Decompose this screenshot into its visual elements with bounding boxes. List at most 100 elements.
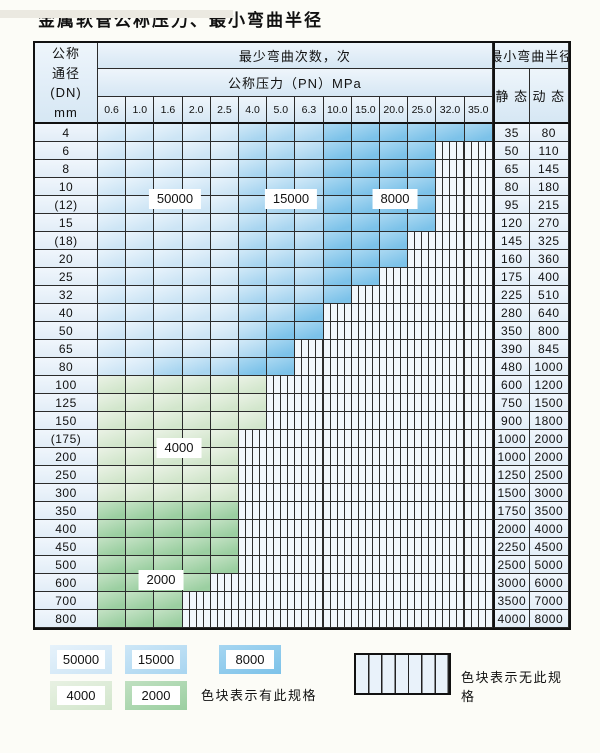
grid-cell (239, 376, 268, 394)
grid-cell (436, 466, 465, 484)
grid-cell (351, 394, 380, 412)
grid-cell (267, 340, 296, 358)
grid-cell (210, 538, 239, 556)
grid-cell (98, 484, 127, 502)
grid-cell (98, 448, 127, 466)
dn-cell: 50 (35, 322, 98, 340)
grid-cell (295, 466, 324, 484)
grid-cell (351, 250, 380, 268)
grid-cell (154, 376, 183, 394)
grid-cell (239, 358, 268, 376)
grid-cell (408, 268, 437, 286)
grid-cell (154, 538, 183, 556)
grid-cell (295, 502, 324, 520)
grid-cell (239, 142, 268, 160)
no-spec-swatch (354, 653, 451, 695)
grid-cell (126, 394, 155, 412)
legend-note-absent: 色块表示无此规格 (461, 670, 563, 704)
grid-cell (239, 196, 268, 214)
dn-cell: (12) (35, 196, 98, 214)
grid-cell (380, 250, 409, 268)
grid-cell (154, 502, 183, 520)
grid-cell (380, 538, 409, 556)
pressure-tick: 4.0 (239, 97, 268, 124)
grid-cell (323, 448, 352, 466)
static-cell: 2500 (492, 556, 530, 574)
grid-cell (98, 214, 127, 232)
grid-cell (98, 538, 127, 556)
grid-cell (154, 160, 183, 178)
static-cell: 2250 (492, 538, 530, 556)
grid-cell (267, 376, 296, 394)
grid-cell (351, 538, 380, 556)
legend: 50000 15000 8000 4000 2000 色块表示有此规格 色块表示无此规格 (33, 645, 567, 721)
static-cell: 80 (492, 178, 530, 196)
grid-cell (239, 466, 268, 484)
grid-cell (436, 412, 465, 430)
grid-cell (210, 250, 239, 268)
grid-cell (380, 520, 409, 538)
grid-cell (126, 502, 155, 520)
grid-cell (126, 538, 155, 556)
grid-cell (464, 214, 493, 232)
grid-cell (436, 520, 465, 538)
pressure-header: 公称压力（PN）MPa (98, 69, 493, 97)
grid-cell (98, 142, 127, 160)
grid-cell (210, 268, 239, 286)
grid-cell (351, 448, 380, 466)
grid-cell (408, 484, 437, 502)
pressure-tick: 35.0 (464, 97, 493, 124)
grid-cell (154, 610, 183, 628)
pressure-tick: 25.0 (408, 97, 437, 124)
dn-cell: (175) (35, 430, 98, 448)
grid-cell (267, 160, 296, 178)
dynamic-header: 动 态 (529, 69, 569, 124)
static-cell: 2000 (492, 520, 530, 538)
grid-cell (210, 232, 239, 250)
grid-cell (126, 484, 155, 502)
grid-cell (295, 214, 324, 232)
grid-cell (295, 358, 324, 376)
pressure-bend-table: 公称 通径 (DN) mm 最少弯曲次数，次 最小弯曲半径 公称压力（PN）MPa 静 态动 … (33, 41, 571, 630)
cycle-annotation-4000: 4000 (156, 438, 202, 458)
grid-cell (380, 502, 409, 520)
grid-cell (126, 358, 155, 376)
grid-cell (436, 322, 465, 340)
grid-cell (323, 178, 352, 196)
grid-cell (323, 556, 352, 574)
grid-cell (98, 232, 127, 250)
grid-cell (323, 250, 352, 268)
grid-cell (464, 538, 493, 556)
dn-cell: 40 (35, 304, 98, 322)
grid-cell (267, 322, 296, 340)
grid-cell (98, 124, 127, 142)
grid-cell (295, 394, 324, 412)
grid-cell (295, 538, 324, 556)
grid-cell (351, 340, 380, 358)
dn-cell: 80 (35, 358, 98, 376)
grid-cell (210, 592, 239, 610)
grid-cell (267, 574, 296, 592)
grid-cell (98, 502, 127, 520)
legend-swatch-15000: 15000 (125, 645, 187, 674)
grid-cell (436, 340, 465, 358)
grid-cell (351, 358, 380, 376)
grid-cell (182, 538, 211, 556)
static-cell: 390 (492, 340, 530, 358)
grid-cell (182, 592, 211, 610)
grid-cell (154, 592, 183, 610)
static-cell: 35 (492, 124, 530, 142)
grid-cell (210, 484, 239, 502)
dynamic-cell: 4500 (529, 538, 569, 556)
static-cell: 175 (492, 268, 530, 286)
grid-cell (98, 322, 127, 340)
grid-cell (267, 286, 296, 304)
grid-cell (464, 250, 493, 268)
grid-cell (295, 484, 324, 502)
static-cell: 1500 (492, 484, 530, 502)
grid-cell (464, 358, 493, 376)
legend-swatch-8000: 8000 (219, 645, 281, 674)
grid-cell (380, 124, 409, 142)
dn-cell: 150 (35, 412, 98, 430)
pressure-tick: 1.0 (126, 97, 155, 124)
